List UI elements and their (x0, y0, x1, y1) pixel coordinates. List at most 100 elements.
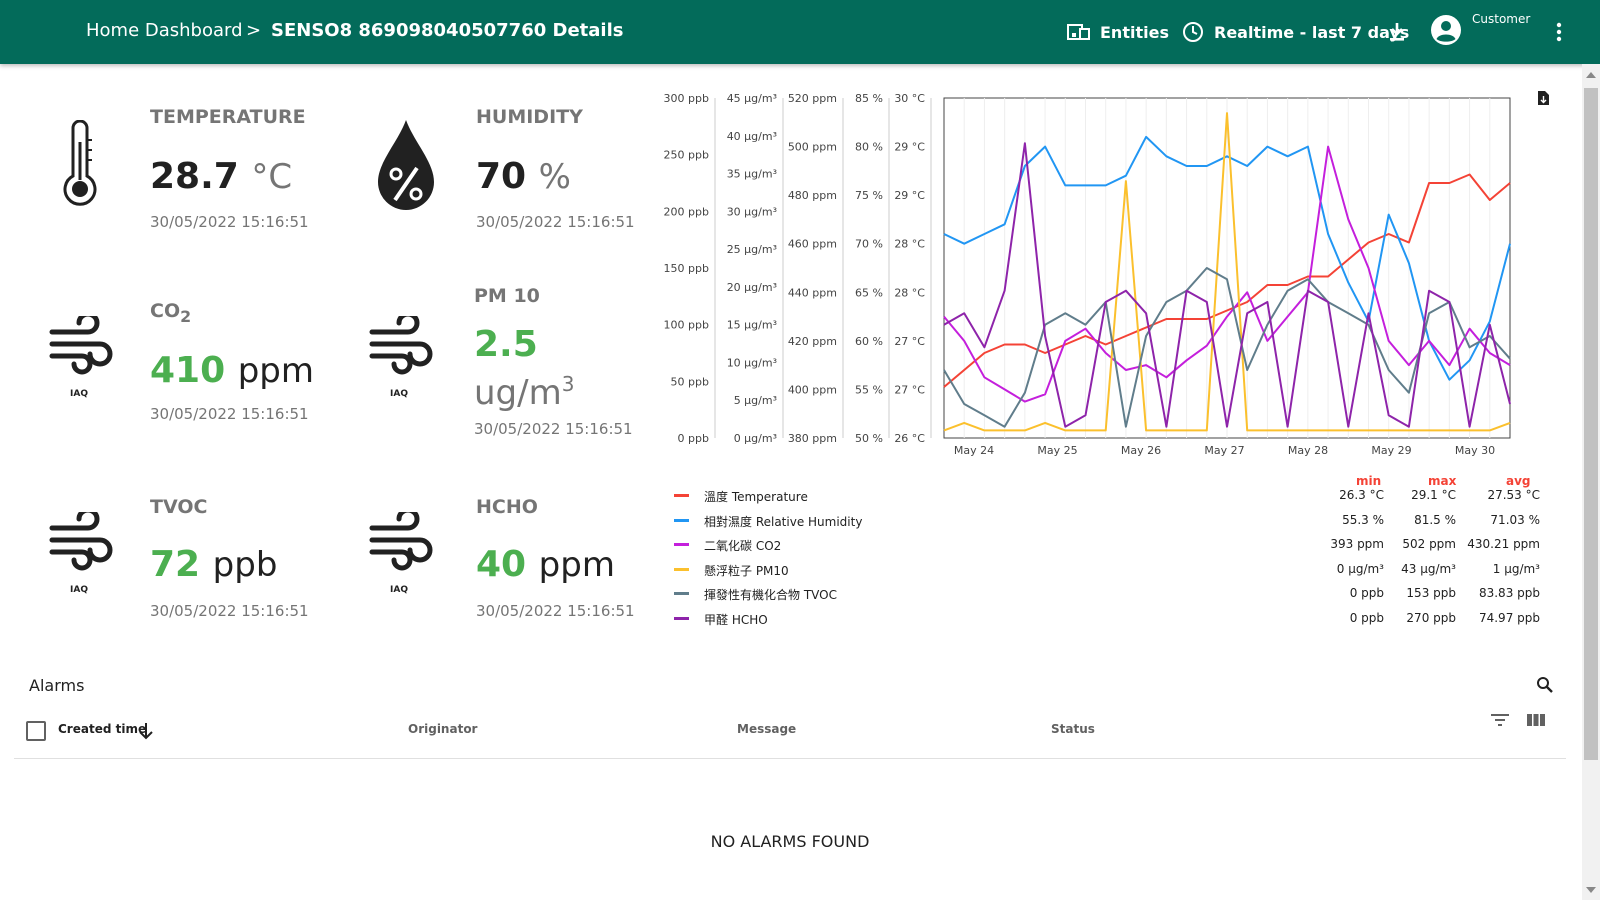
pm10-unit: ug/m3 (474, 372, 575, 413)
legend-min-value: 0 µg/m³ (1336, 561, 1384, 576)
scroll-down-arrow[interactable] (1586, 887, 1596, 893)
legend-max-value: 153 ppb (1406, 586, 1456, 600)
y-tick-label: 15 µg/m³ (727, 319, 777, 332)
legend-header-max: max (1428, 474, 1457, 488)
legend-max-value: 29.1 °C (1411, 488, 1456, 502)
x-tick-label: May 29 (1371, 444, 1411, 457)
y-tick-label: 200 ppb (664, 205, 709, 218)
y-tick-label: 85 % (855, 92, 883, 105)
search-icon[interactable] (1536, 676, 1554, 694)
y-tick-label: 45 µg/m³ (727, 92, 777, 105)
co2-value: 410 ppm (150, 350, 314, 391)
legend-swatch (674, 592, 689, 595)
hcho-iaq-label: IAQ (390, 585, 408, 595)
series-line-ugm3-3[interactable] (943, 112, 1511, 432)
y-tick-label: 520 ppm (788, 92, 837, 105)
legend-series-name: 甲醛 HCHO (704, 612, 768, 627)
y-tick-label: 50 % (855, 432, 883, 445)
y-tick-label: 29 °C (894, 141, 925, 154)
temperature-timestamp: 30/05/2022 15:16:51 (150, 213, 309, 231)
air-quality-icon (369, 316, 433, 375)
y-tick-label: 440 ppm (788, 286, 837, 299)
series-line-ppb-4[interactable] (943, 267, 1511, 428)
humidity-timestamp: 30/05/2022 15:16:51 (476, 213, 635, 231)
legend-min-value: 55.3 % (1342, 512, 1384, 527)
legend-series-name: 懸浮粒子 PM10 (704, 563, 789, 578)
entities-button[interactable]: Entities (1066, 18, 1169, 46)
y-tick-label: 300 ppb (664, 92, 709, 105)
filter-icon[interactable] (1490, 712, 1510, 728)
y-tick-label: 35 µg/m³ (727, 168, 777, 181)
y-tick-label: 0 µg/m³ (734, 432, 777, 445)
breadcrumb-current: SENSO8 869098040507760 Details (271, 20, 624, 41)
scroll-up-arrow[interactable] (1586, 72, 1596, 78)
series-line-pct-1[interactable] (943, 135, 1511, 381)
x-tick-label: May 24 (954, 444, 994, 457)
select-all-checkbox[interactable] (26, 721, 46, 741)
y-tick-label: 30 °C (894, 92, 925, 105)
legend-row[interactable]: 相對濕度 Relative Humidity 55.3 % 81.5 % 71.03 … (672, 511, 1552, 531)
humidity-unit: % (538, 157, 571, 197)
y-tick-label: 40 µg/m³ (727, 130, 777, 143)
user-role: Customer (1472, 12, 1531, 26)
y-tick-label: 25 µg/m³ (727, 243, 777, 256)
timewindow-button[interactable]: Realtime - last 7 days (1180, 18, 1409, 46)
legend-swatch (674, 567, 689, 571)
sort-arrow-down-icon[interactable] (138, 722, 154, 740)
y-tick-label: 380 ppm (788, 432, 837, 445)
y-tick-label: 420 ppm (788, 335, 837, 348)
y-tick-label: 500 ppm (788, 141, 837, 154)
export-icon[interactable] (1538, 91, 1549, 105)
scrollbar-thumb[interactable] (1584, 88, 1598, 760)
sensor-timeseries-chart[interactable]: 300 ppb 250 ppb 200 ppb 150 ppb 100 ppb 50 pp… (660, 86, 1560, 472)
legend-row[interactable]: 甲醛 HCHO 0 ppb 270 ppb 74.97 ppb (672, 609, 1552, 629)
y-tick-label: 65 % (855, 286, 883, 299)
column-header-originator[interactable]: Originator (408, 722, 478, 736)
co2-title: CO2 (150, 300, 192, 326)
legend-min-value: 0 ppb (1349, 610, 1384, 625)
legend-row[interactable]: 懸浮粒子 PM10 0 µg/m³ 43 µg/m³ 1 µg/m³ (672, 560, 1552, 580)
columns-icon[interactable] (1526, 712, 1546, 728)
x-tick-label: May 28 (1288, 444, 1328, 457)
air-quality-icon (369, 512, 433, 571)
breadcrumb-home[interactable]: Home Dashboard (86, 20, 243, 41)
y-tick-label: 27 °C (894, 383, 925, 396)
y-tick-label: 26 °C (894, 432, 925, 445)
series-line-ppm-2[interactable] (943, 145, 1511, 403)
x-tick-label: May 30 (1455, 444, 1495, 457)
tvoc-timestamp: 30/05/2022 15:16:51 (150, 602, 309, 620)
y-tick-label: 60 % (855, 335, 883, 348)
co2-title-subscript: 2 (180, 306, 192, 326)
tvoc-iaq-label: IAQ (70, 585, 88, 595)
table-divider (14, 758, 1566, 759)
x-tick-label: May 26 (1121, 444, 1161, 457)
pm10-value: 2.5 (474, 324, 538, 365)
column-header-status[interactable]: Status (1051, 722, 1095, 736)
legend-min-value: 26.3 °C (1339, 488, 1384, 502)
x-tick-label: May 27 (1204, 444, 1244, 457)
legend-row[interactable]: 二氧化碳 CO2 393 ppm 502 ppm 430.21 ppm (672, 535, 1552, 555)
column-header-message[interactable]: Message (737, 722, 797, 736)
top-toolbar: Home Dashboard > SENSO8 869098040507760 … (0, 0, 1600, 64)
legend-row[interactable]: 揮發性有機化合物 TVOC 0 ppb 153 ppb 83.83 ppb (672, 584, 1552, 604)
series-line-ppb-5[interactable] (943, 142, 1511, 428)
legend-row[interactable]: 溫度 Temperature 26.3 °C 29.1 °C 27.53 °C (672, 486, 1552, 506)
tvoc-title: TVOC (150, 496, 208, 518)
humidity-title: HUMIDITY (476, 106, 583, 128)
y-tick-label: 55 % (855, 383, 883, 396)
temperature-value: 28.7 °C (150, 156, 293, 197)
tvoc-value: 72 ppb (150, 544, 278, 585)
column-header-created-time[interactable]: Created time (58, 722, 147, 736)
legend-max-value: 43 µg/m³ (1401, 561, 1456, 576)
y-tick-label: 150 ppb (664, 262, 709, 275)
legend-avg-value: 74.97 ppb (1478, 610, 1540, 625)
thermometer-icon (63, 120, 97, 206)
legend-avg-value: 83.83 ppb (1478, 586, 1540, 600)
more-menu-button[interactable] (1546, 18, 1572, 46)
user-menu-button[interactable] (1430, 15, 1462, 45)
download-button[interactable] (1384, 18, 1410, 46)
air-quality-icon (49, 316, 113, 375)
no-alarms-message: NO ALARMS FOUND (710, 832, 870, 851)
y-tick-label: 480 ppm (788, 189, 837, 202)
legend-max-value: 502 ppm (1402, 537, 1456, 551)
